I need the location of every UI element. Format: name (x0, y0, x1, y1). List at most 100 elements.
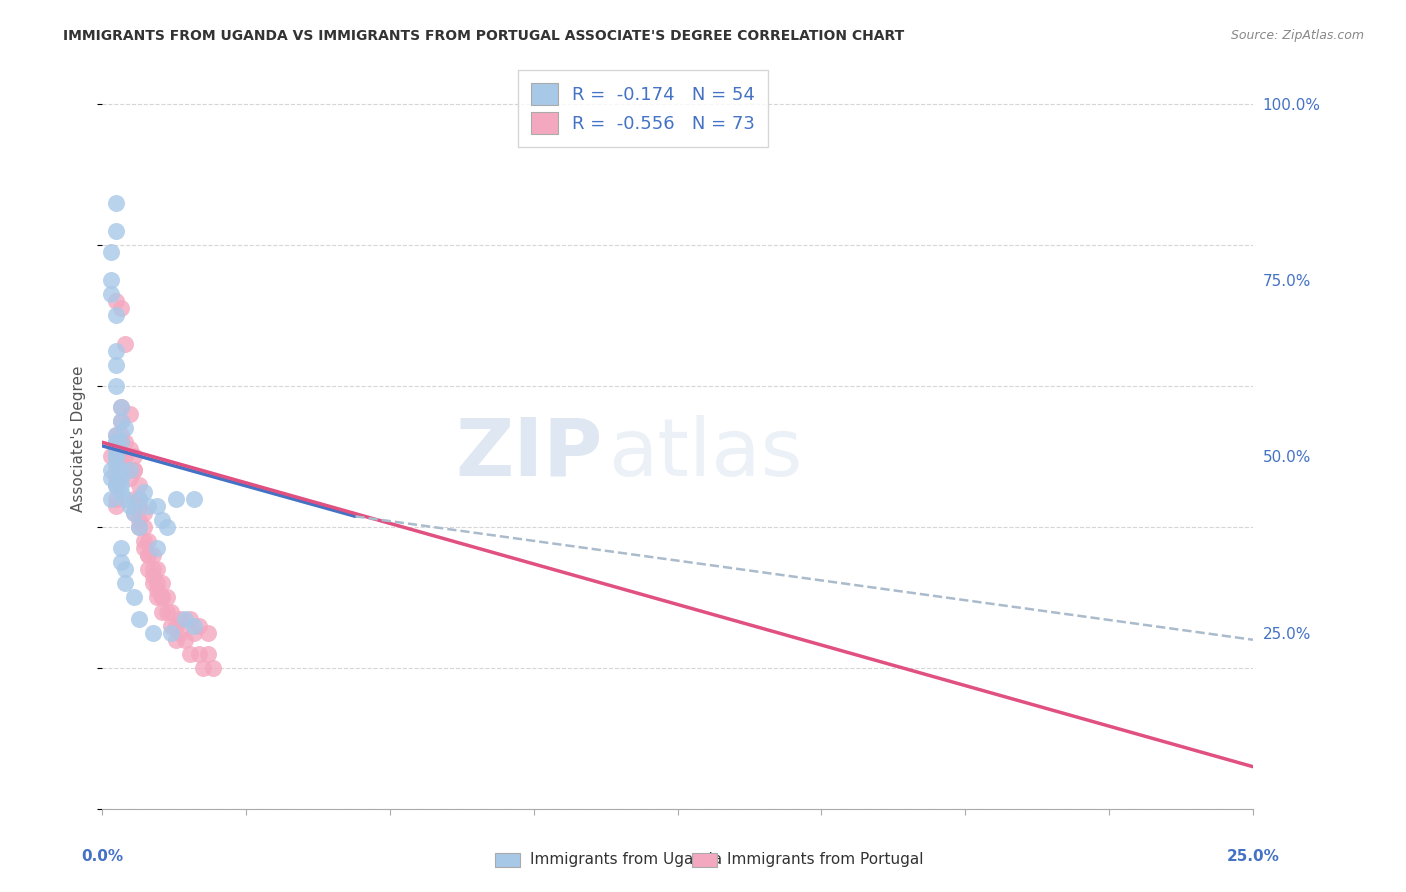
Point (110, 477, 132, 491)
Point (118, 470, 141, 484)
Point (110, 435, 132, 450)
Point (124, 450, 146, 464)
Point (132, 520, 155, 534)
Point (105, 463, 128, 477)
Point (150, 591, 173, 605)
Point (118, 407, 141, 421)
Text: 0.0%: 0.0% (82, 849, 124, 863)
Point (128, 611, 150, 625)
Point (146, 541, 169, 555)
Point (150, 605, 173, 619)
Point (105, 470, 128, 484)
Point (105, 450, 128, 464)
Point (156, 591, 179, 605)
Point (100, 470, 122, 484)
Point (169, 625, 191, 640)
Point (150, 591, 173, 605)
Point (105, 294, 128, 309)
Point (128, 520, 150, 534)
Point (105, 309, 128, 323)
Point (100, 244, 122, 259)
Point (105, 195, 128, 210)
Point (100, 463, 122, 477)
Point (110, 400, 132, 414)
Point (174, 632, 197, 647)
Point (110, 301, 132, 316)
Point (128, 499, 150, 513)
Point (110, 428, 132, 442)
Point (132, 534, 155, 549)
Text: ZIP: ZIP (456, 415, 603, 492)
Point (160, 618, 183, 632)
Point (124, 506, 146, 520)
Point (114, 421, 136, 435)
Point (128, 477, 150, 491)
Point (105, 477, 128, 491)
Point (114, 491, 136, 506)
Point (128, 513, 150, 527)
Point (142, 569, 165, 583)
Text: atlas: atlas (609, 415, 803, 492)
Point (105, 491, 128, 506)
Point (100, 287, 122, 301)
Point (114, 336, 136, 351)
Point (165, 618, 187, 632)
Point (201, 661, 224, 675)
Point (124, 463, 146, 477)
Point (105, 499, 128, 513)
Point (156, 605, 179, 619)
Point (105, 450, 128, 464)
Point (118, 463, 141, 477)
Point (142, 562, 165, 576)
Point (110, 470, 132, 484)
Point (160, 605, 183, 619)
Point (146, 576, 169, 591)
Point (179, 611, 201, 625)
Point (183, 625, 205, 640)
Point (156, 520, 179, 534)
Point (110, 463, 132, 477)
Point (124, 463, 146, 477)
Point (136, 548, 159, 562)
Point (128, 491, 150, 506)
Point (110, 484, 132, 499)
Point (105, 224, 128, 238)
Point (136, 534, 159, 549)
Point (110, 435, 132, 450)
Point (114, 463, 136, 477)
Point (197, 625, 219, 640)
Point (100, 491, 122, 506)
Point (160, 625, 183, 640)
Point (110, 555, 132, 569)
Point (110, 414, 132, 428)
Point (142, 548, 165, 562)
Point (105, 428, 128, 442)
Point (105, 450, 128, 464)
Point (179, 647, 201, 661)
Point (146, 583, 169, 598)
Legend: R =  -0.174   N = 54, R =  -0.556   N = 73: R = -0.174 N = 54, R = -0.556 N = 73 (519, 70, 768, 146)
Point (114, 450, 136, 464)
Point (128, 491, 150, 506)
Point (110, 457, 132, 471)
Point (165, 491, 187, 506)
Point (150, 513, 173, 527)
Point (132, 484, 155, 499)
Text: IMMIGRANTS FROM UGANDA VS IMMIGRANTS FROM PORTUGAL ASSOCIATE'S DEGREE CORRELATIO: IMMIGRANTS FROM UGANDA VS IMMIGRANTS FRO… (63, 29, 904, 43)
Point (132, 506, 155, 520)
Point (114, 576, 136, 591)
Point (169, 611, 191, 625)
Point (105, 450, 128, 464)
Point (105, 435, 128, 450)
Point (136, 548, 159, 562)
Point (193, 661, 215, 675)
Point (136, 499, 159, 513)
Point (110, 400, 132, 414)
Point (105, 343, 128, 358)
Point (105, 435, 128, 450)
Point (128, 520, 150, 534)
Point (197, 647, 219, 661)
Point (110, 414, 132, 428)
Point (105, 358, 128, 372)
Point (105, 379, 128, 393)
